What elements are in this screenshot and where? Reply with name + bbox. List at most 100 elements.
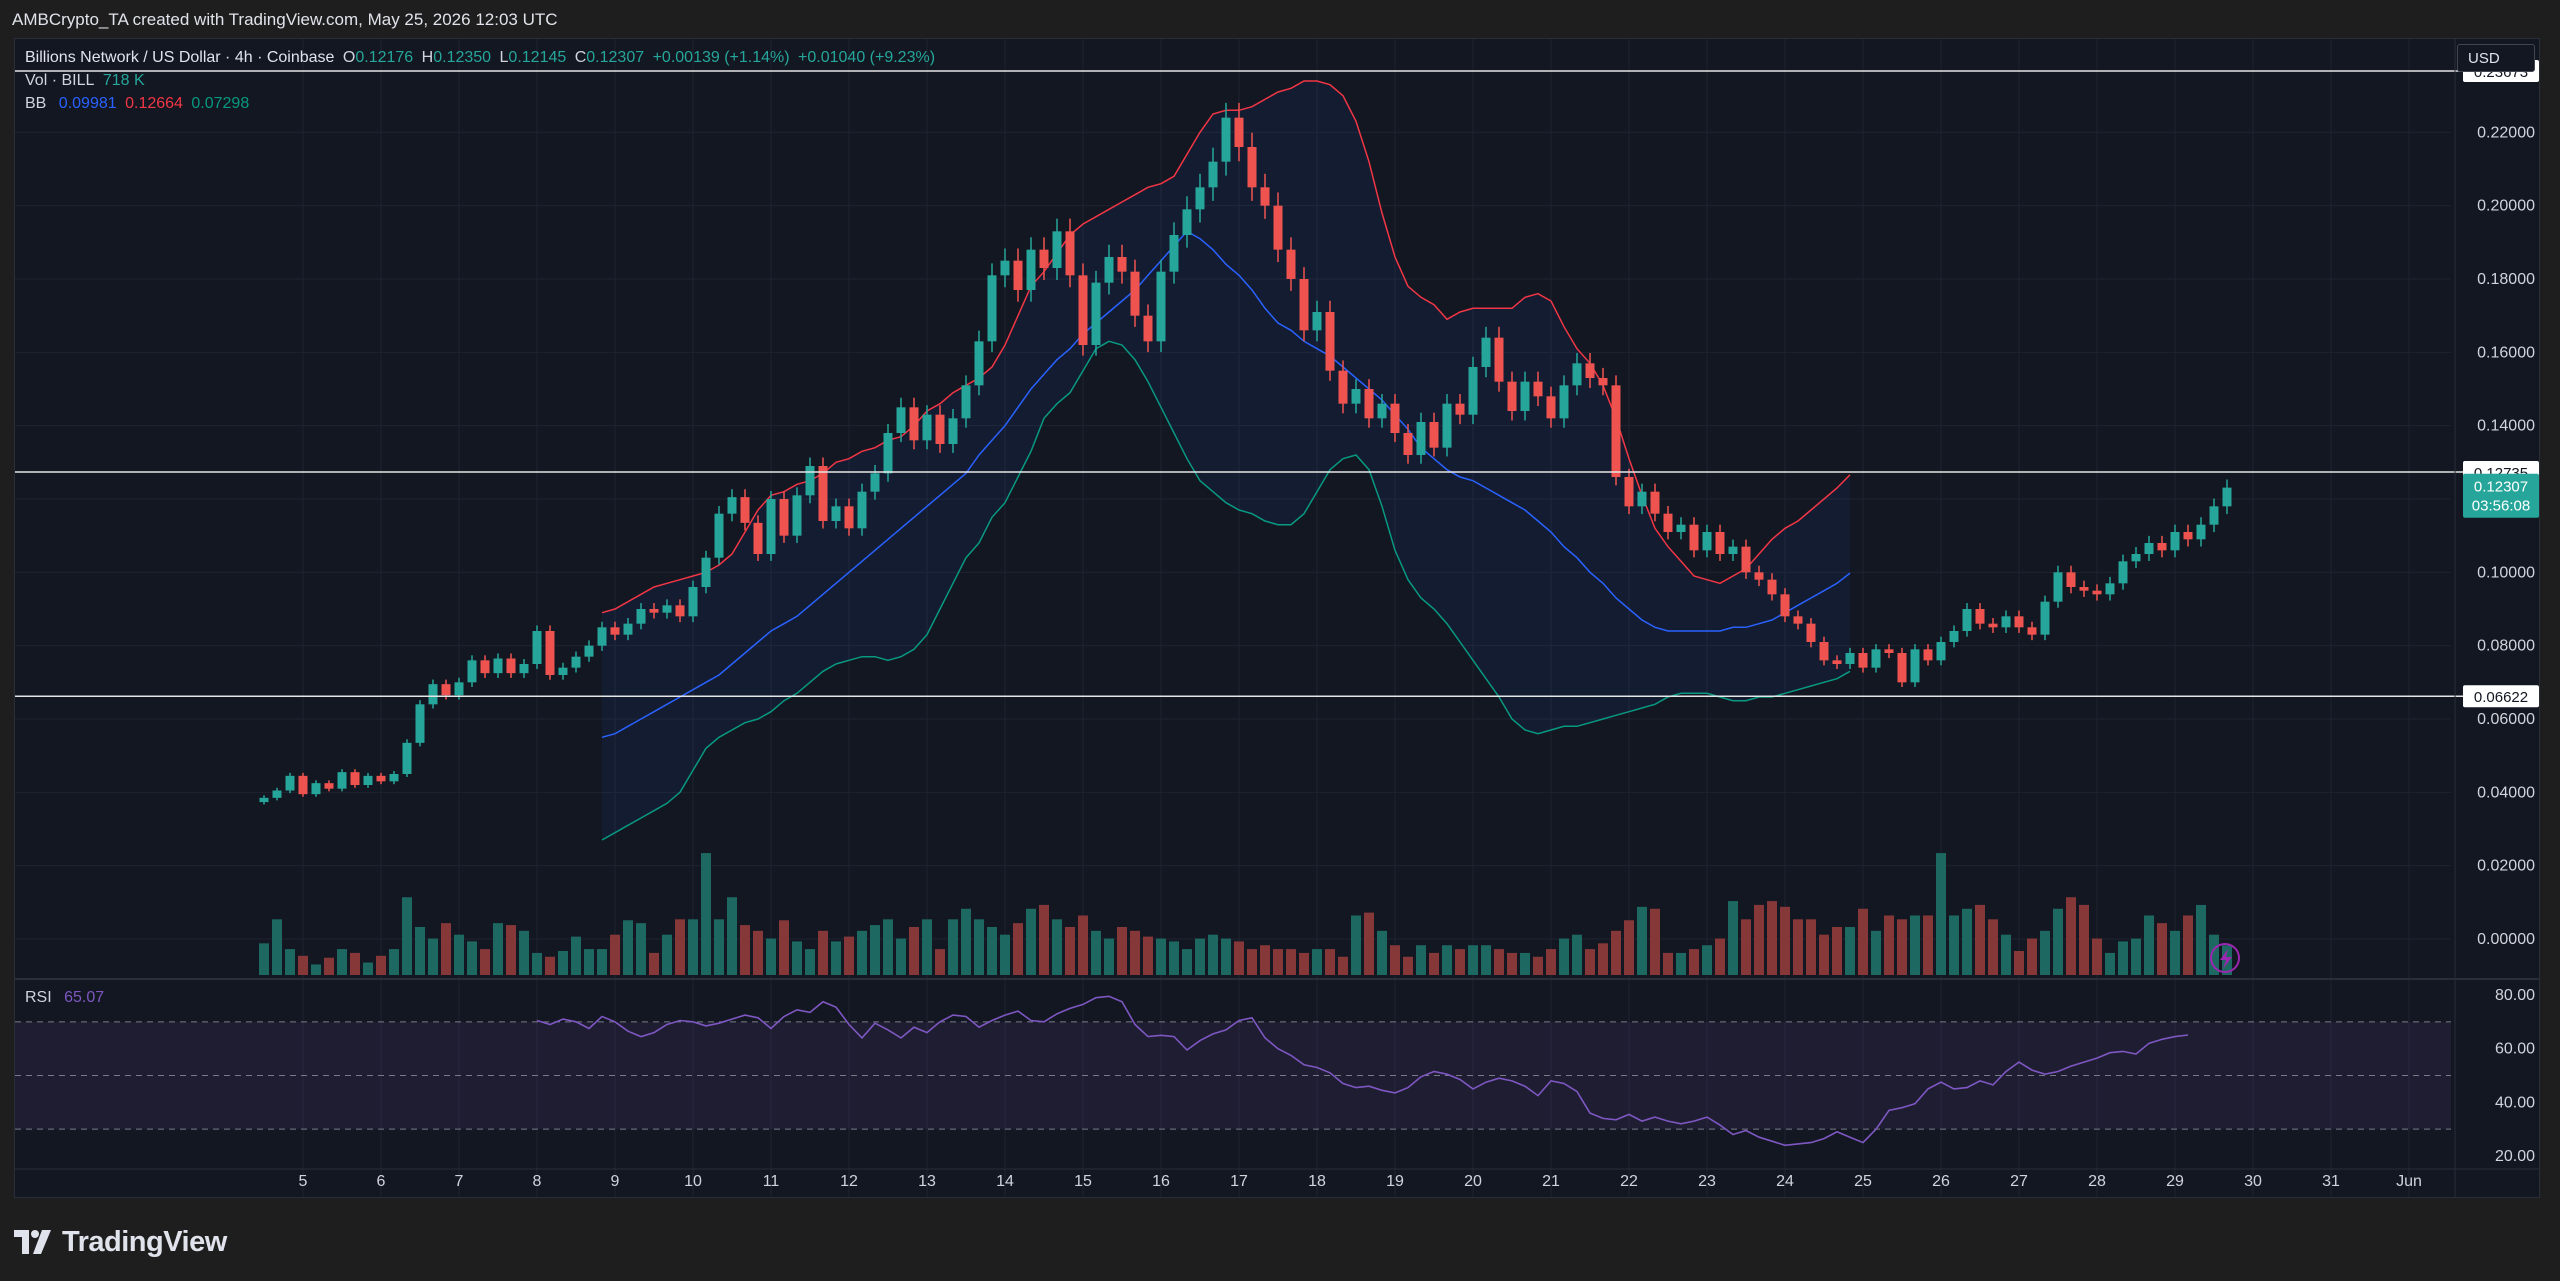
candle-body <box>1962 609 1972 631</box>
candle <box>1429 412 1439 457</box>
candle <box>376 772 386 785</box>
candle <box>1416 412 1426 464</box>
candle-body <box>987 275 997 342</box>
volume-bar <box>350 952 360 975</box>
candle-body <box>2144 543 2154 554</box>
candle <box>363 772 373 788</box>
candle <box>285 772 295 794</box>
candle-body <box>2209 506 2219 525</box>
candle <box>2027 621 2037 641</box>
candle-body <box>428 684 438 705</box>
candle <box>1208 147 1218 201</box>
candle <box>1312 300 1322 342</box>
candle-body <box>740 497 750 523</box>
candle-body <box>402 742 412 774</box>
candle <box>584 640 594 662</box>
rsi-label: RSI <box>25 989 52 1006</box>
candle-body <box>454 682 464 696</box>
volume-bar <box>1494 949 1504 975</box>
candle <box>389 771 399 785</box>
candle-body <box>961 385 971 419</box>
candle-body <box>1689 524 1699 551</box>
volume-bar <box>1572 934 1582 975</box>
candle-body <box>818 466 828 521</box>
candle-body <box>857 491 867 529</box>
volume-bar <box>376 955 386 975</box>
candle <box>1260 173 1270 219</box>
candle-body <box>1507 381 1517 411</box>
volume-bar <box>1156 938 1166 975</box>
candle <box>480 655 490 678</box>
candle-body <box>285 775 295 791</box>
candle-body <box>610 627 620 635</box>
candle-body <box>2183 532 2193 540</box>
candle <box>1338 360 1348 414</box>
candle-body <box>2027 627 2037 635</box>
currency-button[interactable]: USD <box>2457 44 2535 72</box>
volume-bar <box>1364 912 1374 975</box>
chart-frame[interactable]: 0.23673 0.12735 0.06622 0.22000 0.20000 0.180… <box>14 38 2540 1198</box>
volume-bar <box>2014 951 2024 975</box>
volume-bar <box>363 962 373 975</box>
candle <box>2157 535 2167 558</box>
candle <box>766 491 776 561</box>
candle-body <box>1650 491 1660 514</box>
bb-legend: BB 0.09981 0.12664 0.07298 <box>25 95 253 113</box>
candle-body <box>1299 279 1309 331</box>
candle-body <box>1000 260 1010 276</box>
volume-bar <box>714 919 724 975</box>
candle-body <box>1533 381 1543 397</box>
candle <box>259 795 269 805</box>
volume-bar <box>1065 927 1075 975</box>
volume-bar <box>2040 930 2050 975</box>
candle-body <box>1585 363 1595 378</box>
candle <box>2144 535 2154 561</box>
low-label: L <box>499 49 509 66</box>
candle <box>1715 524 1725 561</box>
candle-body <box>2170 532 2180 551</box>
candle-body <box>1143 315 1153 342</box>
candle-body <box>1819 642 1829 661</box>
chart-canvas[interactable]: 0.236730.127350.066220.220000.200000.180… <box>15 39 2539 1197</box>
candle-body <box>1351 389 1361 404</box>
candle-body <box>1611 385 1621 477</box>
candle-body <box>1078 275 1088 345</box>
time-tick-label: 30 <box>2244 1173 2262 1190</box>
change-value: +0.00139 (+1.14%) <box>652 49 790 66</box>
volume-bar <box>389 949 399 975</box>
candle-body <box>493 658 503 674</box>
volume-bar <box>2131 938 2141 975</box>
price-tick-label: 0.02000 <box>2477 858 2535 875</box>
candle-body <box>1546 396 1556 419</box>
candle <box>1832 655 1842 669</box>
candle-body <box>701 557 711 587</box>
tradingview-logo[interactable]: TradingView <box>14 1222 227 1262</box>
candle-body <box>1260 187 1270 206</box>
candle-body <box>688 587 698 617</box>
candle <box>1403 423 1413 464</box>
volume-bar <box>2001 934 2011 975</box>
candle <box>1468 356 1478 425</box>
candle <box>428 679 438 709</box>
candle-body <box>1338 370 1348 404</box>
last-price-bg <box>2463 473 2539 518</box>
candle <box>1611 375 1621 486</box>
candle-body <box>259 797 269 803</box>
candle <box>1533 371 1543 407</box>
volume-bar <box>2027 938 2037 975</box>
candle <box>1780 588 1790 623</box>
volume-bar <box>2157 923 2167 975</box>
candle-body <box>1390 403 1400 433</box>
volume-bar <box>1793 919 1803 975</box>
candle-body <box>1832 660 1842 664</box>
candle <box>1221 102 1231 176</box>
volume-bar <box>259 943 269 975</box>
time-tick-label: 22 <box>1620 1173 1638 1190</box>
volume-bar <box>805 949 815 975</box>
volume-bar <box>1169 941 1179 975</box>
candle <box>1819 636 1829 666</box>
candle-body <box>1208 161 1218 188</box>
volume-bar <box>428 938 438 975</box>
candle <box>571 651 581 673</box>
volume-bar <box>1026 908 1036 975</box>
